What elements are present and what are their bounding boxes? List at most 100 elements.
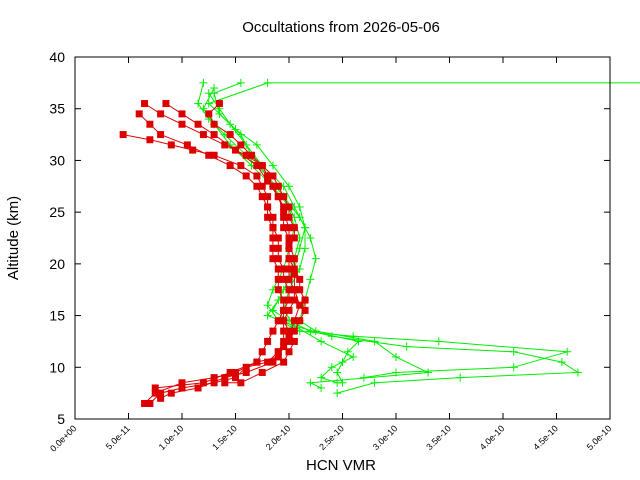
data-point-square (280, 317, 288, 325)
data-point-plus (263, 311, 272, 320)
data-point-square (290, 327, 298, 335)
data-point-square (280, 343, 288, 351)
data-point-square (248, 151, 256, 159)
data-point-square (269, 224, 277, 232)
data-point-square (242, 368, 250, 376)
data-point-square (178, 110, 186, 118)
data-point-plus (317, 337, 326, 346)
data-point-square (280, 265, 288, 273)
data-point-plus (317, 373, 326, 382)
data-point-square (151, 389, 159, 397)
data-point-plus (306, 275, 315, 284)
data-point-plus (434, 337, 443, 346)
data-point-square (237, 141, 245, 149)
data-point-plus (306, 234, 315, 242)
data-point-plus (236, 78, 245, 87)
data-point-square (210, 374, 218, 382)
data-point-square (285, 286, 293, 294)
data-point-square (285, 239, 293, 247)
data-point-square (269, 182, 277, 190)
data-point-plus (573, 368, 582, 377)
data-point-square (237, 162, 245, 170)
data-point-square (258, 348, 266, 356)
data-point-square (194, 120, 202, 128)
data-point-square (290, 296, 298, 304)
data-point-plus (199, 104, 208, 113)
data-point-square (119, 131, 127, 139)
data-point-square (264, 172, 272, 180)
data-point-plus (268, 161, 277, 170)
data-point-square (151, 384, 159, 392)
data-point-square (280, 203, 288, 211)
data-point-square (210, 131, 218, 139)
data-point-square (274, 234, 282, 242)
data-point-square (210, 379, 218, 387)
y-tick-label: 20 (49, 256, 65, 272)
data-point-square (290, 286, 298, 294)
data-point-square (301, 296, 309, 304)
data-point-square (221, 141, 229, 149)
data-point-square (135, 110, 143, 118)
data-point-square (157, 110, 165, 118)
data-point-square (285, 296, 293, 304)
y-tick-label: 5 (57, 411, 65, 427)
data-point-square (290, 224, 298, 232)
y-axis-label: Altitude (km) (5, 196, 22, 280)
series-line (197, 82, 580, 394)
data-point-square (226, 131, 234, 139)
data-point-square (258, 193, 266, 201)
data-point-square (146, 120, 154, 128)
y-tick-label: 15 (49, 308, 65, 324)
data-point-square (221, 379, 229, 387)
data-point-plus (456, 373, 465, 382)
data-point-square (157, 394, 165, 402)
data-point-square (274, 317, 282, 325)
data-point-square (274, 275, 282, 283)
data-point-plus (392, 368, 400, 377)
data-point-plus (557, 358, 566, 367)
data-point-square (205, 151, 213, 159)
data-point-plus (263, 78, 272, 87)
data-point-plus (509, 363, 518, 372)
data-point-square (264, 203, 272, 211)
data-point-plus (327, 332, 336, 341)
data-point-square (296, 286, 304, 294)
data-point-square (264, 337, 272, 345)
data-point-square (280, 208, 288, 216)
data-point-square (290, 317, 298, 325)
data-point-square (157, 389, 165, 397)
data-point-square (253, 162, 261, 170)
data-point-square (280, 275, 288, 283)
data-point-square (253, 182, 261, 190)
data-point-plus (359, 373, 368, 382)
data-point-plus (333, 389, 342, 398)
data-point-square (301, 306, 309, 314)
data-point-square (194, 384, 202, 392)
data-point-square (285, 275, 293, 283)
data-point-square (274, 348, 282, 356)
data-point-square (264, 358, 272, 366)
data-point-square (280, 213, 288, 221)
data-point-square (285, 332, 293, 340)
data-point-square (274, 193, 282, 201)
data-point-square (290, 270, 298, 278)
data-point-square (285, 224, 293, 232)
data-point-square (210, 120, 218, 128)
data-point-square (285, 203, 293, 211)
data-point-plus (263, 301, 272, 310)
data-point-plus (199, 78, 208, 87)
data-point-square (178, 120, 186, 128)
data-point-square (269, 234, 277, 242)
data-point-square (296, 275, 304, 283)
data-point-square (264, 177, 272, 185)
y-tick-label: 10 (49, 359, 65, 375)
data-point-plus (333, 368, 342, 377)
data-point-plus (317, 383, 326, 392)
data-point-square (141, 399, 149, 407)
data-point-square (269, 358, 277, 366)
data-point-square (285, 213, 293, 221)
data-point-square (280, 327, 288, 335)
data-point-plus (311, 254, 320, 263)
data-point-square (280, 337, 288, 345)
data-point-square (285, 306, 293, 314)
